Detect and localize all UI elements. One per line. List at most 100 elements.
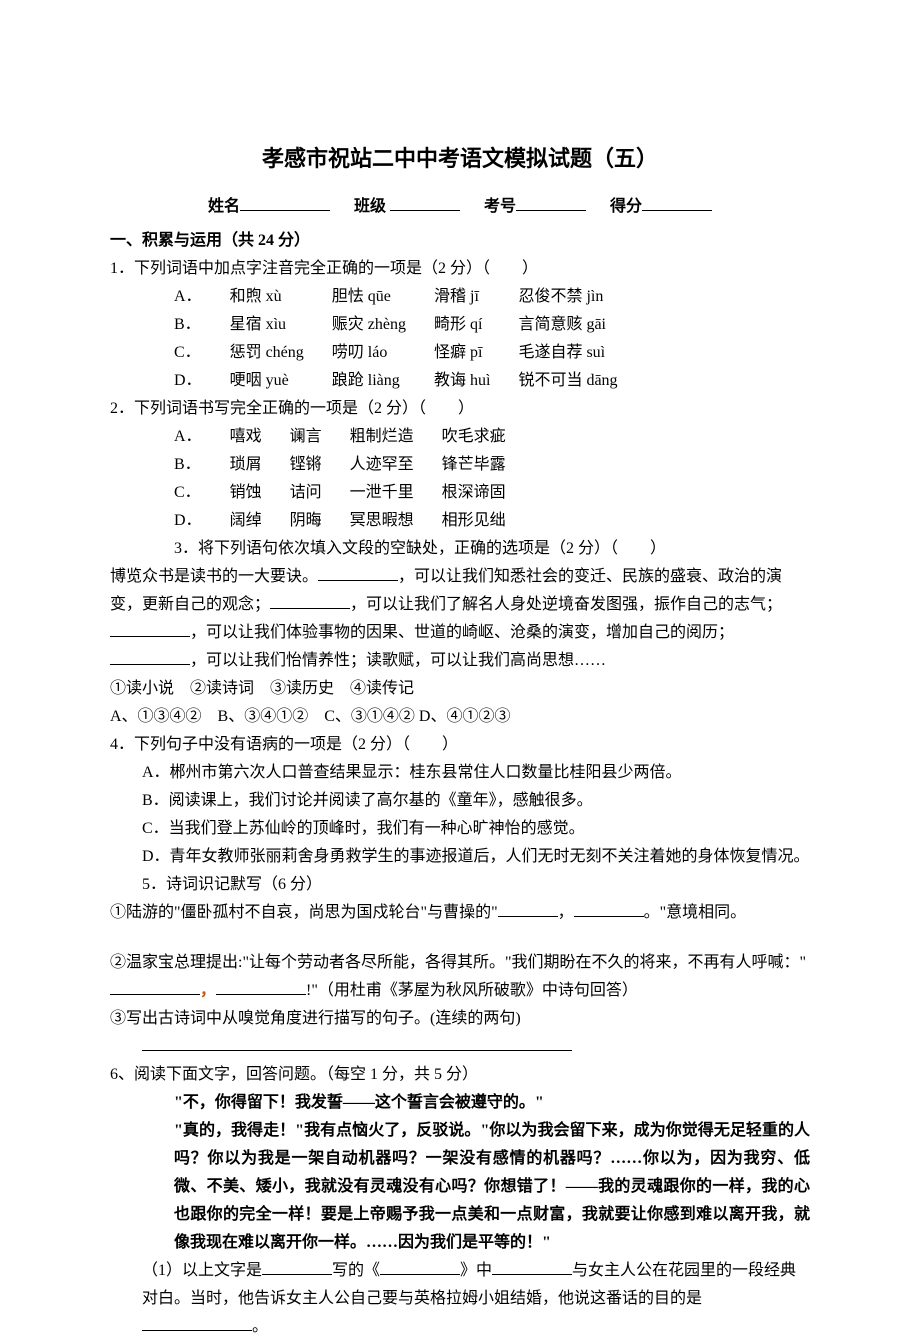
q6-s1b: 写的《 (332, 1262, 380, 1279)
q2-B-c2: 铿锵 (290, 451, 350, 479)
score-label: 得分 (610, 198, 642, 215)
q2-options: A． 嘻戏 谰言 粗制烂造 吹毛求疵 B． 琐屑 铿锵 人迹罕至 锋芒毕露 C．… (174, 423, 534, 535)
q3-choices: ①读小说 ②读诗词 ③读历史 ④读传记 (110, 675, 810, 703)
q1-C-label: C． (174, 339, 230, 367)
q2-D-label: D． (174, 507, 230, 535)
q1-A-c3: 滑稽 jī (434, 283, 518, 311)
q1-D-c1: 哽咽 yuè (230, 367, 332, 395)
q3-blank1 (318, 580, 398, 581)
q6-p1: "不，你得留下！我发誓——这个誓言会被遵守的。" (110, 1089, 810, 1117)
q1-options: A． 和煦 xù 胆怯 qūe 滑稽 jī 忍俊不禁 jìn B． 星宿 xìu… (174, 283, 646, 395)
q2-B-c4: 锋芒毕露 (442, 451, 534, 479)
class-blank (390, 195, 460, 211)
q2-A-c2: 谰言 (290, 423, 350, 451)
q1-optB: B． 星宿 xìu 赈灾 zhèng 畸形 qí 言简意赅 gāi (174, 311, 646, 339)
q6-s1a: （1）以上文字是 (142, 1262, 262, 1279)
q4-stem: 4．下列句子中没有语病的一项是（2 分）（ ） (110, 731, 810, 759)
q2-A-c3: 粗制烂造 (350, 423, 442, 451)
q1-C-c2: 唠叨 láo (332, 339, 434, 367)
q5-l2-blank1 (110, 994, 200, 995)
q1-optD: D． 哽咽 yuè 踉跄 liàng 教诲 huì 锐不可当 dāng (174, 367, 646, 395)
q3-b1: 博览众书是读书的一大要诀。 (110, 568, 318, 585)
q3-opts: A、①③④② B、③④①② C、③①④② D、④①②③ (110, 703, 810, 731)
q2-optD: D． 阔绰 阴晦 冥思暇想 相形见绌 (174, 507, 534, 535)
q4-B: B．阅读课上，我们讨论并阅读了高尔基的《童年》，感触很多。 (110, 787, 810, 815)
q2-D-c1: 阔绰 (230, 507, 290, 535)
q2-C-c3: 一泄千里 (350, 479, 442, 507)
q2-A-c1: 嘻戏 (230, 423, 290, 451)
q1-C-c1: 惩罚 chéng (230, 339, 332, 367)
q3-blank4 (110, 664, 190, 665)
class-label: 班级 (354, 198, 386, 215)
q2-B-c1: 琐屑 (230, 451, 290, 479)
q1-B-label: B． (174, 311, 230, 339)
q3-b5: ，可以让我们怡情养性；读歌赋，可以让我们高尚思想…… (190, 652, 606, 669)
q1-A-c1: 和煦 xù (230, 283, 332, 311)
q6-p2: "真的，我得走！"我有点恼火了，反驳说。"你以为我会留下来，成为你觉得无足轻重的… (110, 1117, 810, 1257)
q1-B-c4: 言简意赅 gāi (518, 311, 645, 339)
q3-b4: ，可以让我们体验事物的因果、世道的崎岖、沧桑的演变，增加自己的阅历； (190, 624, 734, 641)
q5-l3-blankrow (110, 1033, 810, 1061)
q2-B-c3: 人迹罕至 (350, 451, 442, 479)
q6-p2-text: "真的，我得走！"我有点恼火了，反驳说。"你以为我会留下来，成为你觉得无足轻重的… (174, 1122, 810, 1251)
section1-heading: 一、积累与运用（共 24 分） (110, 227, 810, 255)
q1-A-c4: 忍俊不禁 jìn (518, 283, 645, 311)
q2-D-c2: 阴晦 (290, 507, 350, 535)
q5-l2b: !"（用杜甫《茅屋为秋风所破歌》中诗句回答） (306, 982, 638, 999)
q3-blank3 (110, 636, 190, 637)
q2-C-c4: 根深谛固 (442, 479, 534, 507)
q3-b3: ，可以让我们了解名人身处逆境奋发图强，振作自己的志气； (350, 596, 782, 613)
q5-l1b: ， (558, 904, 574, 921)
q1-D-c3: 教诲 huì (434, 367, 518, 395)
q5-l2-blank2 (216, 994, 306, 995)
q6-stem: 6、阅读下面文字，回答问题。（每空 1 分，共 5 分） (110, 1061, 810, 1089)
q4-C: C．当我们登上苏仙岭的顶峰时，我们有一种心旷神怡的感觉。 (110, 815, 810, 843)
q5-l1-blank2 (574, 916, 644, 917)
q2-C-label: C． (174, 479, 230, 507)
q2-C-c1: 销蚀 (230, 479, 290, 507)
q1-optA: A． 和煦 xù 胆怯 qūe 滑稽 jī 忍俊不禁 jìn (174, 283, 646, 311)
q2-optC: C． 销蚀 诘问 一泄千里 根深谛固 (174, 479, 534, 507)
q1-C-c4: 毛遂自荐 suì (518, 339, 645, 367)
q1-C-c3: 怪癖 pī (434, 339, 518, 367)
q1-optC: C． 惩罚 chéng 唠叨 láo 怪癖 pī 毛遂自荐 suì (174, 339, 646, 367)
q1-D-c4: 锐不可当 dāng (518, 367, 645, 395)
q2-stem: 2．下列词语书写完全正确的一项是（2 分）（ ） (110, 395, 810, 423)
score-blank (642, 195, 712, 211)
q5-l1a: ①陆游的"僵卧孤村不自哀，尚思为国戍轮台"与曹操的" (110, 904, 498, 921)
header-fields: 姓名 班级 考号 得分 (110, 193, 810, 221)
q2-optA: A． 嘻戏 谰言 粗制烂造 吹毛求疵 (174, 423, 534, 451)
q5-l3-blank (142, 1035, 572, 1051)
q1-stem: 1．下列词语中加点字注音完全正确的一项是（2 分）（ ） (110, 255, 810, 283)
q6-s1-blank1 (262, 1274, 332, 1275)
q5-l1: ①陆游的"僵卧孤村不自哀，尚思为国戍轮台"与曹操的" ， 。"意境相同。 (110, 899, 810, 927)
name-label: 姓名 (208, 198, 240, 215)
q1-A-label: A． (174, 283, 230, 311)
q6-s1-blank2 (380, 1274, 460, 1275)
page-title: 孝感市祝站二中中考语文模拟试题（五） (110, 140, 810, 179)
q6-s1e: 。 (252, 1318, 268, 1335)
q5-l2-comma: ， (200, 982, 216, 999)
q1-B-c2: 赈灾 zhèng (332, 311, 434, 339)
name-blank (240, 195, 330, 211)
q5-l2a: ②温家宝总理提出:"让每个劳动者各尽所能，各得其所。"我们期盼在不久的将来，不再… (110, 954, 806, 971)
q6-s1-blank4 (142, 1330, 252, 1331)
q5-spacer (110, 927, 810, 949)
q4-A: A．郴州市第六次人口普查结果显示：桂东县常住人口数量比桂阳县少两倍。 (110, 759, 810, 787)
q1-D-c2: 踉跄 liàng (332, 367, 434, 395)
q5-l1-blank1 (498, 916, 558, 917)
examno-label: 考号 (484, 198, 516, 215)
q6-p1-text: "不，你得留下！我发誓——这个誓言会被遵守的。" (174, 1094, 544, 1111)
q4-D: D．青年女教师张丽莉舍身勇救学生的事迹报道后，人们无时无刻不关注着她的身体恢复情… (110, 843, 810, 871)
q3-body: 博览众书是读书的一大要诀。，可以让我们知悉社会的变迁、民族的盛衰、政治的演变，更… (110, 563, 810, 675)
q6-s1c: 》中 (460, 1262, 492, 1279)
q5-l3: ③写出古诗词中从嗅觉角度进行描写的句子。(连续的两句) (110, 1005, 810, 1033)
q2-D-c3: 冥思暇想 (350, 507, 442, 535)
q2-C-c2: 诘问 (290, 479, 350, 507)
q5-l1c: 。"意境相同。 (644, 904, 747, 921)
examno-blank (516, 195, 586, 211)
q2-A-c4: 吹毛求疵 (442, 423, 534, 451)
q1-D-label: D． (174, 367, 230, 395)
q1-B-c1: 星宿 xìu (230, 311, 332, 339)
q3-blank2 (270, 608, 350, 609)
